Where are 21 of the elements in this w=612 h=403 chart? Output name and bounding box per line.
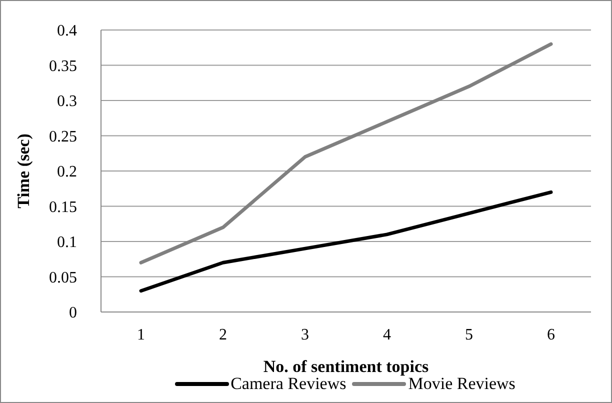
line-series [139, 42, 553, 264]
x-tick-label: 5 [465, 326, 473, 344]
y-axis-title: Time (sec) [14, 134, 34, 208]
y-tick-label: 0.4 [57, 22, 77, 40]
line-series [139, 190, 553, 293]
x-tick-label: 6 [547, 326, 555, 344]
y-tick-label: 0.2 [57, 164, 77, 181]
x-axis-title: No. of sentiment topics [263, 357, 430, 376]
y-tick-label: 0.15 [49, 198, 77, 216]
legend-label: Movie Reviews [408, 374, 516, 394]
legend-label: Camera Reviews [230, 374, 346, 394]
x-tick-label: 4 [383, 326, 391, 344]
x-tick-label: 2 [219, 326, 227, 344]
y-tick-label: 0.25 [49, 128, 77, 146]
y-tick-label: 0.35 [49, 58, 77, 75]
y-tick-label: 0.1 [57, 234, 77, 252]
x-tick-label: 1 [137, 326, 145, 344]
y-tick-label: 0.3 [57, 93, 77, 110]
y-tick-label: 0.05 [49, 269, 77, 286]
x-tick-label: 3 [301, 326, 309, 344]
y-tick-label: 0 [69, 304, 77, 322]
